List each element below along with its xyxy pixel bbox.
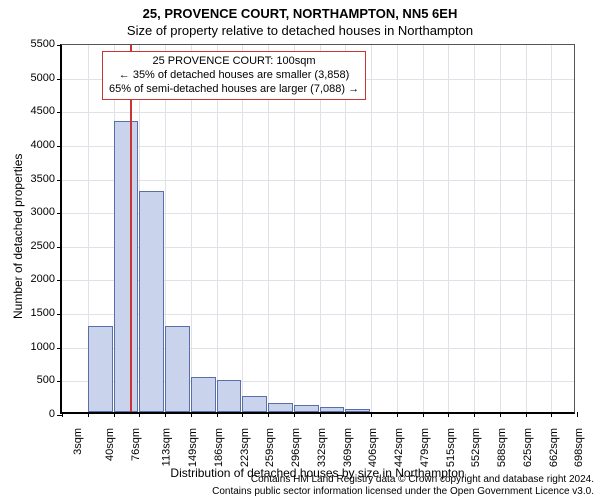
x-tick-label: 76sqm [130,428,142,461]
histogram-bar [294,405,319,412]
x-tick-label: 332sqm [316,428,328,467]
chart-subtitle: Size of property relative to detached ho… [0,21,600,38]
callout-line: 65% of semi-detached houses are larger (… [109,83,359,97]
y-tick-label: 2000 [0,273,55,285]
y-tick-label: 3500 [0,173,55,185]
histogram-bar [345,409,370,412]
x-tick-label: 3sqm [72,428,84,455]
grid-line-vertical [551,45,552,412]
grid-line-vertical [448,45,449,412]
grid-line-vertical [371,45,372,412]
footer-line-2: Contains public sector information licen… [212,486,594,498]
histogram-bar [242,396,267,412]
x-tick-mark [551,412,552,417]
y-tick-mark [57,348,62,349]
y-tick-label: 2500 [0,240,55,252]
x-tick-mark [577,412,578,417]
x-tick-label: 259sqm [264,428,276,467]
x-tick-label: 552sqm [470,428,482,467]
x-tick-mark [448,412,449,417]
x-tick-label: 296sqm [290,428,302,467]
x-tick-label: 149sqm [187,428,199,467]
x-tick-mark [423,412,424,417]
y-tick-label: 5000 [0,72,55,84]
x-tick-mark [62,412,63,417]
x-tick-label: 442sqm [393,428,405,467]
callout-line: ← 35% of detached houses are smaller (3,… [109,69,359,83]
grid-line-vertical [423,45,424,412]
x-tick-mark [88,412,89,417]
plot-wrap: 25 PROVENCE COURT: 100sqm← 35% of detach… [60,44,575,414]
x-tick-mark [371,412,372,417]
x-tick-label: 698sqm [573,428,585,467]
histogram-bar [165,326,190,412]
y-tick-mark [57,280,62,281]
x-tick-mark [500,412,501,417]
x-tick-label: 625sqm [522,428,534,467]
y-tick-label: 4500 [0,105,55,117]
x-tick-mark [217,412,218,417]
x-tick-mark [242,412,243,417]
plot-area: 25 PROVENCE COURT: 100sqm← 35% of detach… [60,44,575,414]
x-tick-mark [191,412,192,417]
x-tick-mark [139,412,140,417]
grid-line-vertical [474,45,475,412]
histogram-bar [217,380,242,412]
footer: Contains HM Land Registry data © Crown c… [212,474,594,498]
y-tick-mark [57,79,62,80]
x-tick-mark [320,412,321,417]
histogram-bar [114,121,139,412]
x-tick-mark [345,412,346,417]
grid-line-vertical [397,45,398,412]
y-tick-label: 5500 [0,38,55,50]
callout-line: 25 PROVENCE COURT: 100sqm [109,55,359,69]
y-tick-label: 0 [0,408,55,420]
chart-title: 25, PROVENCE COURT, NORTHAMPTON, NN5 6EH [0,0,600,21]
histogram-bar [139,191,164,412]
x-tick-mark [114,412,115,417]
x-tick-label: 479sqm [419,428,431,467]
histogram-bar [268,403,293,412]
y-tick-mark [57,381,62,382]
y-tick-mark [57,45,62,46]
x-tick-mark [268,412,269,417]
x-tick-mark [165,412,166,417]
y-tick-label: 3000 [0,206,55,218]
x-tick-label: 40sqm [104,428,116,461]
histogram-bar [320,407,345,412]
x-tick-label: 588sqm [496,428,508,467]
histogram-bar [191,377,216,412]
footer-line-1: Contains HM Land Registry data © Crown c… [212,474,594,486]
y-axis-title: Number of detached properties [11,154,25,319]
y-tick-mark [57,112,62,113]
y-tick-mark [57,146,62,147]
grid-line-vertical [526,45,527,412]
histogram-bar [88,326,113,412]
x-tick-label: 515sqm [445,428,457,467]
y-tick-mark [57,247,62,248]
y-tick-mark [57,213,62,214]
x-tick-mark [397,412,398,417]
y-tick-mark [57,314,62,315]
y-tick-label: 500 [0,374,55,386]
y-tick-label: 4000 [0,139,55,151]
x-tick-label: 113sqm [161,428,173,466]
x-tick-mark [294,412,295,417]
x-tick-label: 186sqm [213,428,225,467]
x-tick-label: 662sqm [548,428,560,467]
x-tick-label: 223sqm [239,428,251,467]
x-tick-mark [474,412,475,417]
x-tick-mark [526,412,527,417]
y-tick-label: 1000 [0,341,55,353]
x-tick-label: 406sqm [367,428,379,467]
grid-line-vertical [500,45,501,412]
callout-box: 25 PROVENCE COURT: 100sqm← 35% of detach… [102,51,366,100]
y-tick-mark [57,180,62,181]
y-tick-label: 1500 [0,307,55,319]
x-tick-label: 369sqm [342,428,354,467]
